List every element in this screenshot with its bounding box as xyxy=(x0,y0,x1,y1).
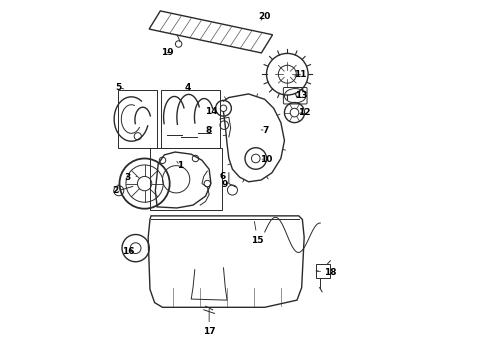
Text: 6: 6 xyxy=(220,172,225,181)
Text: 17: 17 xyxy=(203,309,216,336)
Text: 11: 11 xyxy=(294,71,306,80)
Text: 16: 16 xyxy=(122,247,135,256)
Text: 15: 15 xyxy=(251,221,264,245)
Bar xyxy=(118,90,157,148)
Text: 19: 19 xyxy=(161,48,173,57)
Text: 2: 2 xyxy=(112,185,119,194)
Text: 4: 4 xyxy=(184,83,191,92)
Bar xyxy=(161,90,220,148)
Text: 12: 12 xyxy=(298,108,311,117)
Text: 8: 8 xyxy=(205,126,212,135)
Text: 18: 18 xyxy=(316,268,337,277)
Text: 14: 14 xyxy=(205,107,218,116)
Text: 3: 3 xyxy=(124,173,137,182)
Bar xyxy=(150,148,221,211)
Text: 9: 9 xyxy=(221,180,228,189)
Text: 5: 5 xyxy=(116,83,124,92)
Text: 1: 1 xyxy=(176,161,183,170)
Text: 10: 10 xyxy=(260,155,272,164)
Text: 20: 20 xyxy=(258,12,270,21)
Bar xyxy=(316,264,330,278)
Text: 7: 7 xyxy=(261,126,269,135)
Text: 13: 13 xyxy=(294,91,307,100)
